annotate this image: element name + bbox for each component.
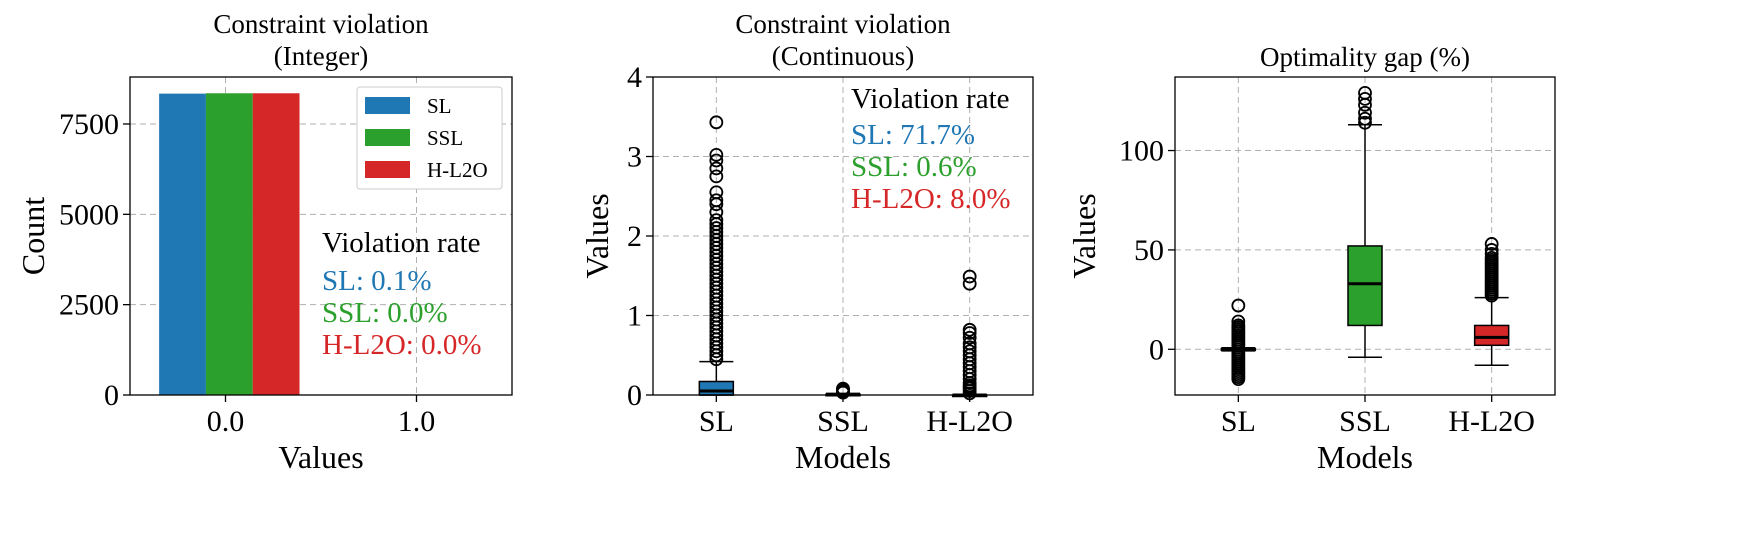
- outlier-point: [962, 276, 977, 291]
- x-tick-label: H-L2O: [1448, 405, 1535, 438]
- y-tick-label: 4: [627, 61, 642, 94]
- legend-label: SSL: [427, 126, 463, 150]
- y-tick-label: 100: [1119, 135, 1164, 168]
- violation-rate-heading: Violation rate: [322, 227, 481, 259]
- violation-rate-sl: SL: 71.7%: [851, 119, 975, 151]
- outlier-point: [1484, 246, 1499, 261]
- outlier-point: [709, 193, 724, 208]
- box-sl: [1220, 298, 1257, 387]
- outlier-point: [962, 269, 977, 284]
- legend-swatch-h-l2o: [365, 161, 410, 178]
- violation-rate-ssl: SSL: 0.6%: [851, 151, 977, 183]
- y-tick-label: 3: [627, 141, 642, 174]
- x-tick-label: 0.0: [207, 405, 245, 438]
- outlier-point: [709, 213, 724, 228]
- y-tick-label: 2: [627, 220, 642, 253]
- outlier-point: [1358, 91, 1372, 106]
- chart-title-line: Constraint violation: [735, 9, 951, 39]
- outlier-point: [1231, 298, 1246, 313]
- outlier-point: [1358, 105, 1372, 120]
- outlier-point: [709, 161, 724, 176]
- chart-title-line: (Continuous): [772, 41, 915, 71]
- legend-label: H-L2O: [427, 158, 488, 182]
- x-tick-label: SL: [699, 405, 734, 438]
- violation-rate-ssl: SSL: 0.0%: [322, 297, 448, 329]
- box-iqr: [1473, 324, 1510, 347]
- outlier-point: [962, 344, 977, 359]
- outlier-point: [962, 330, 977, 345]
- box-h-l2o: [951, 269, 988, 401]
- legend-swatch-sl: [365, 97, 410, 114]
- outlier-point: [962, 336, 977, 351]
- violation-rate-heading: Violation rate: [851, 83, 1010, 115]
- y-tick-label: 0: [627, 379, 642, 412]
- bar-ssl: [205, 93, 253, 396]
- violation-rate-sl: SL: 0.1%: [322, 265, 432, 297]
- x-tick-label: SSL: [817, 405, 869, 438]
- chart-title-line: Optimality gap (%): [1260, 42, 1470, 72]
- y-axis-label: Values: [579, 193, 615, 278]
- outlier-point: [709, 169, 724, 184]
- outlier-point: [1358, 115, 1372, 130]
- bar-sl: [159, 93, 206, 395]
- outlier-point: [962, 340, 977, 355]
- outlier-point: [1231, 318, 1246, 333]
- outlier-point: [709, 148, 724, 162]
- box-h-l2o: [1473, 237, 1510, 366]
- y-tick-label: 0: [104, 379, 119, 412]
- y-tick-label: 0: [1149, 333, 1164, 366]
- y-tick-label: 7500: [59, 108, 119, 141]
- legend-label: SL: [427, 94, 452, 118]
- y-tick-label: 1: [627, 300, 642, 333]
- outlier-point: [1484, 243, 1499, 257]
- violation-rate-h-l2o: H-L2O: 8.0%: [851, 183, 1010, 215]
- outlier-point: [709, 153, 724, 168]
- legend-swatch-ssl: [365, 129, 410, 146]
- x-axis-label: Models: [795, 439, 891, 475]
- violation-rate-h-l2o: H-L2O: 0.0%: [322, 329, 481, 361]
- x-axis-label: Models: [1317, 439, 1413, 475]
- box-iqr: [698, 380, 735, 396]
- outlier-point: [709, 185, 724, 200]
- x-tick-label: H-L2O: [926, 405, 1013, 438]
- box-iqr: [1347, 245, 1383, 327]
- outlier-point: [1484, 237, 1499, 251]
- outlier-point: [1484, 250, 1499, 265]
- outlier-point: [962, 322, 977, 337]
- chart-title-line: Constraint violation: [213, 9, 429, 39]
- outlier-point: [709, 115, 724, 130]
- chart-title-line: (Integer): [274, 41, 368, 71]
- y-tick-label: 50: [1134, 234, 1164, 267]
- x-axis-label: Values: [278, 439, 363, 475]
- box-ssl: [1347, 86, 1383, 358]
- y-axis-label: Values: [1066, 193, 1102, 278]
- x-tick-label: SSL: [1339, 405, 1391, 438]
- box-sl: [698, 115, 735, 396]
- y-tick-label: 5000: [59, 198, 119, 231]
- outlier-point: [1358, 86, 1372, 100]
- outlier-point: [709, 221, 724, 235]
- outlier-point: [1358, 111, 1372, 126]
- plot-frame: [129, 76, 513, 396]
- x-tick-label: 1.0: [398, 405, 436, 438]
- y-axis-label: Count: [15, 197, 51, 275]
- outlier-point: [1231, 314, 1246, 329]
- bar-h-l2o: [252, 93, 300, 396]
- x-tick-label: SL: [1221, 405, 1256, 438]
- y-tick-label: 2500: [59, 289, 119, 322]
